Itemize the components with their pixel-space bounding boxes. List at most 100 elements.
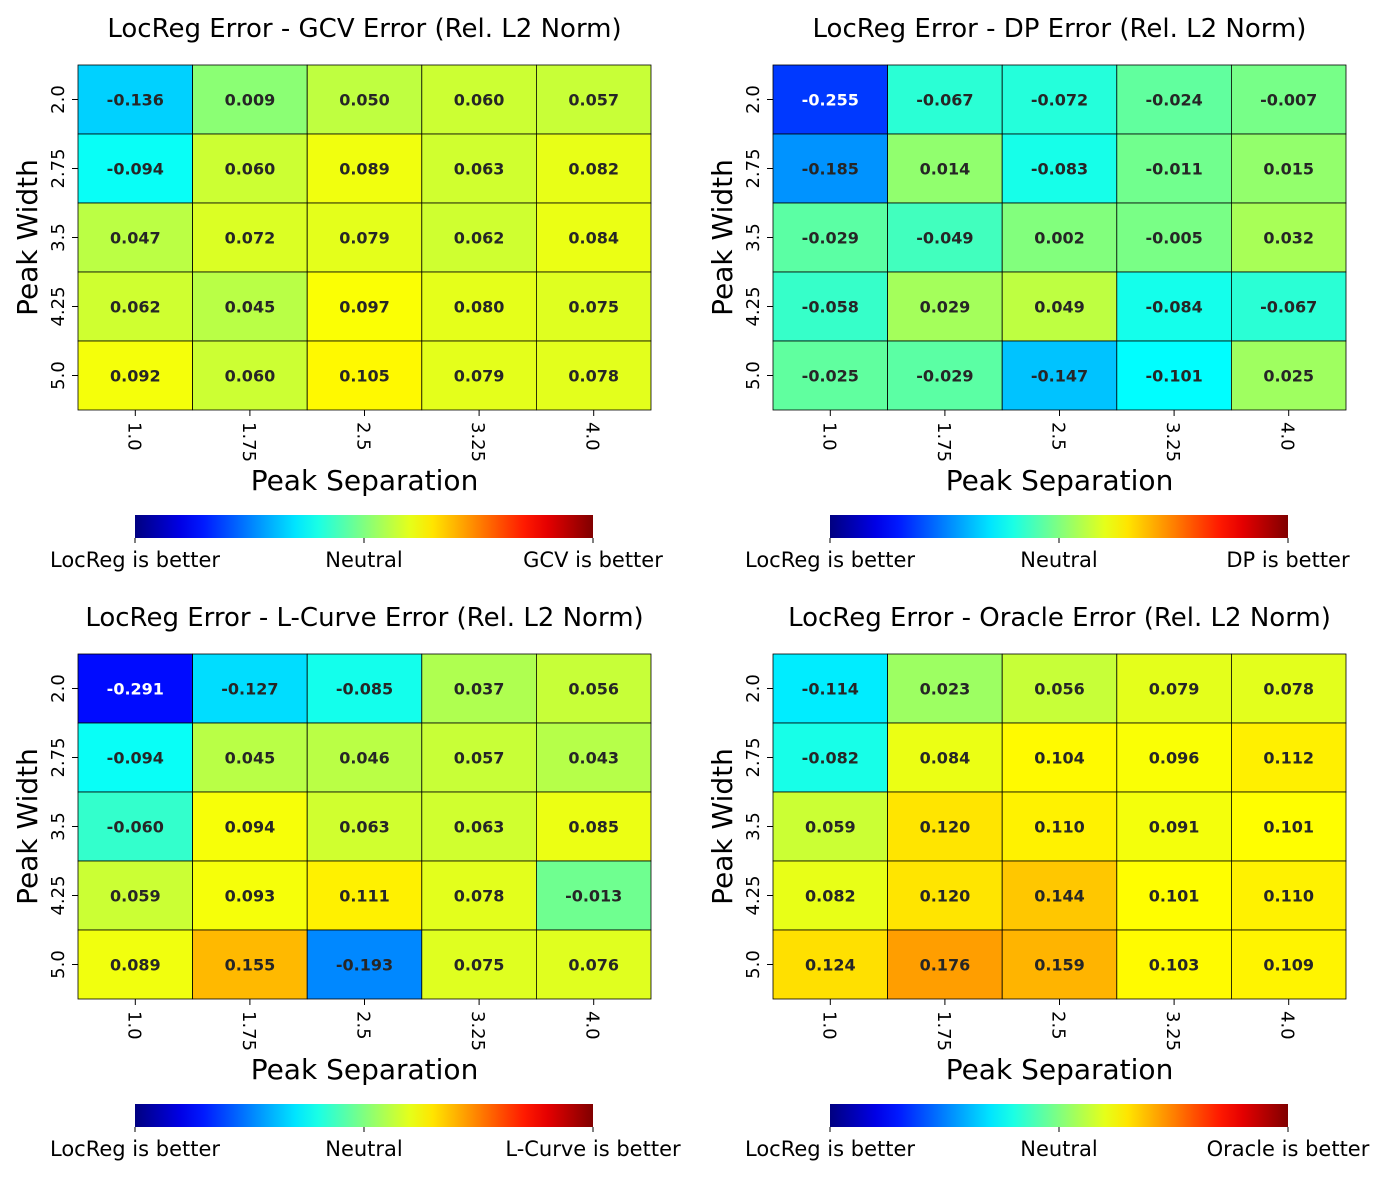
heatmap-cell <box>77 64 193 135</box>
colorbar <box>830 515 1288 538</box>
colorbar-label-right: GCV is better <box>523 548 663 572</box>
heatmap-cell <box>77 722 193 793</box>
heatmap-cell <box>1231 340 1347 411</box>
heatmap-cell <box>421 271 537 342</box>
cell-label: 0.159 <box>1034 956 1085 975</box>
y-tick-label: 2.75 <box>743 737 764 777</box>
x-axis-label: Peak Separation <box>946 1053 1174 1086</box>
heatmap-cell <box>772 653 888 724</box>
heatmap-cell <box>887 653 1003 724</box>
heatmap-cell <box>536 271 652 342</box>
y-axis-label: Peak Width <box>706 748 739 905</box>
cell-label: 0.110 <box>1034 818 1085 837</box>
x-axis-label: Peak Separation <box>251 464 479 497</box>
colorbar <box>135 515 593 538</box>
cell-label: 0.075 <box>568 298 619 317</box>
heatmap-cell <box>192 271 308 342</box>
colorbar-label-center: Neutral <box>1020 1137 1098 1161</box>
cell-label: 0.144 <box>1034 887 1085 906</box>
colorbar-label-center: Neutral <box>325 548 403 572</box>
colorbar-label-center: Neutral <box>1020 548 1098 572</box>
heatmap-cell <box>192 64 308 135</box>
colorbar-label-center: Neutral <box>325 1137 403 1161</box>
heatmap-cell <box>536 860 652 931</box>
heatmap-cell <box>772 202 888 273</box>
cell-label: 0.111 <box>339 887 390 906</box>
cell-label: 0.057 <box>454 749 505 768</box>
heatmap-cell <box>1116 860 1232 931</box>
cell-label: -0.025 <box>802 367 859 386</box>
y-tick-label: 2.75 <box>48 148 69 188</box>
y-tick-label: 5.0 <box>743 950 764 979</box>
heatmap-cell <box>1001 791 1118 862</box>
cell-label: 0.094 <box>225 818 276 837</box>
cell-label: 0.060 <box>454 91 505 110</box>
cell-label: 0.093 <box>225 887 276 906</box>
y-tick-label: 2.0 <box>48 674 69 703</box>
heatmap-cell <box>192 929 308 1000</box>
x-tick-label: 1.0 <box>123 1011 144 1040</box>
cell-label: -0.072 <box>1031 91 1088 110</box>
x-tick-label: 1.0 <box>818 1011 839 1040</box>
cell-label: -0.067 <box>916 91 973 110</box>
colorbar <box>135 1104 593 1127</box>
cell-label: 0.079 <box>339 229 390 248</box>
cell-label: 0.049 <box>1034 298 1085 317</box>
heatmap-cell <box>192 202 308 273</box>
heatmap-cell <box>1001 271 1118 342</box>
y-axis-label: Peak Width <box>11 748 44 905</box>
heatmap-cell <box>306 340 423 411</box>
cell-label: 0.084 <box>920 749 971 768</box>
colorbar-label-left: LocReg is better <box>50 548 220 572</box>
heatmap-cell <box>536 340 652 411</box>
cell-label: 0.032 <box>1263 229 1314 248</box>
cell-label: 0.023 <box>920 680 971 699</box>
cell-label: -0.082 <box>802 749 859 768</box>
chart-title: LocReg Error - GCV Error (Rel. L2 Norm) <box>107 14 621 44</box>
heatmap-cell <box>306 722 423 793</box>
heatmap-cell <box>1116 202 1232 273</box>
heatmap-cell <box>306 133 423 204</box>
cell-label: 0.045 <box>225 298 276 317</box>
heatmap-cell <box>772 860 888 931</box>
cell-label: 0.110 <box>1263 887 1314 906</box>
heatmap-cell <box>887 202 1003 273</box>
cell-label: 0.076 <box>568 956 619 975</box>
heatmap-cell <box>887 791 1003 862</box>
cell-label: 0.009 <box>225 91 276 110</box>
cell-label: -0.084 <box>1145 298 1202 317</box>
heatmap-cell <box>306 929 423 1000</box>
colorbar <box>830 1104 1288 1127</box>
heatmap-cell <box>1231 202 1347 273</box>
cell-label: -0.185 <box>802 160 859 179</box>
heatmap-cell <box>1116 791 1232 862</box>
heatmap-cell <box>772 340 888 411</box>
heatmap-cell <box>192 791 308 862</box>
x-tick-label: 3.25 <box>1162 1011 1183 1051</box>
cell-label: 0.014 <box>920 160 971 179</box>
cell-label: -0.094 <box>107 749 164 768</box>
cell-label: -0.255 <box>802 91 859 110</box>
heatmap-cell <box>192 860 308 931</box>
cell-label: 0.089 <box>110 956 161 975</box>
cell-label: 0.120 <box>920 818 971 837</box>
x-tick-label: 1.0 <box>123 422 144 451</box>
cell-label: 0.029 <box>920 298 971 317</box>
x-tick-label: 1.75 <box>933 422 954 462</box>
heatmap-cell <box>1001 340 1118 411</box>
cell-label: 0.060 <box>225 367 276 386</box>
cell-label: 0.063 <box>454 818 505 837</box>
y-tick-label: 4.25 <box>48 286 69 326</box>
heatmap-cell <box>1001 653 1118 724</box>
heatmap-cell <box>1231 722 1347 793</box>
cell-label: 0.037 <box>454 680 505 699</box>
cell-label: 0.063 <box>454 160 505 179</box>
cell-label: -0.049 <box>916 229 973 248</box>
heatmap-cell <box>1231 64 1347 135</box>
cell-label: 0.078 <box>454 887 505 906</box>
cell-label: 0.050 <box>339 91 390 110</box>
x-tick-label: 3.25 <box>467 1011 488 1051</box>
cell-label: -0.147 <box>1031 367 1088 386</box>
heatmap-cell <box>421 791 537 862</box>
